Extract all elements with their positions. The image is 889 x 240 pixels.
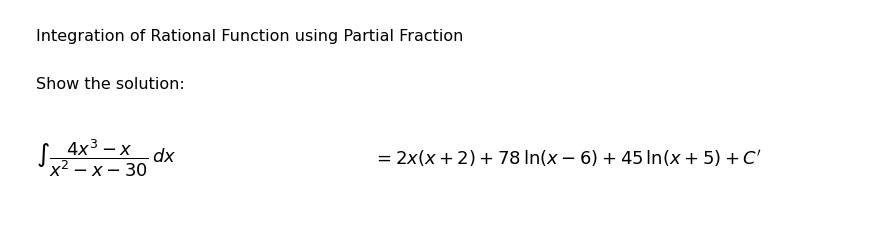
- Text: Show the solution:: Show the solution:: [36, 77, 184, 92]
- Text: $\int \dfrac{4x^3-x}{x^2-x-30}\,dx$: $\int \dfrac{4x^3-x}{x^2-x-30}\,dx$: [36, 138, 176, 179]
- Text: Integration of Rational Function using Partial Fraction: Integration of Rational Function using P…: [36, 29, 463, 44]
- Text: $= 2x(x + 2) + 78\,\ln(x - 6) + 45\,\ln(x + 5) + C'$: $= 2x(x + 2) + 78\,\ln(x - 6) + 45\,\ln(…: [373, 148, 762, 169]
